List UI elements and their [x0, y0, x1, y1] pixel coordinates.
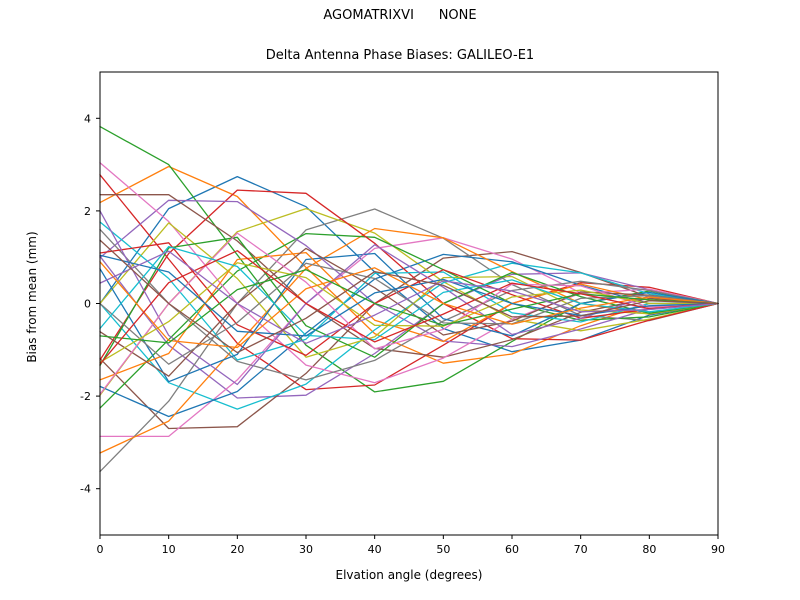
series-line	[99, 174, 719, 391]
x-tick-label: 90	[711, 543, 725, 556]
series-line	[99, 262, 719, 410]
series-line	[99, 194, 719, 358]
series-line	[99, 199, 719, 348]
series-line	[99, 261, 719, 349]
series-line	[99, 189, 719, 361]
y-tick-label: -2	[80, 390, 91, 403]
x-tick-label: 60	[505, 543, 519, 556]
x-axis-label: Elvation angle (degrees)	[335, 568, 483, 582]
series-line	[99, 269, 719, 344]
figure-suptitle: AGOMATRIXVI NONE	[323, 8, 477, 23]
series-line	[99, 239, 719, 354]
y-tick-label: 0	[84, 298, 91, 311]
x-tick-label: 50	[436, 543, 450, 556]
x-tick-label: 20	[230, 543, 244, 556]
x-tick-label: 10	[162, 543, 176, 556]
x-tick-label: 40	[368, 543, 382, 556]
x-tick-label: 70	[574, 543, 588, 556]
series-line	[99, 250, 719, 365]
series-line	[99, 222, 719, 358]
x-tick-label: 80	[642, 543, 656, 556]
y-tick-label: 2	[84, 205, 91, 218]
series-line	[99, 221, 719, 361]
series-line	[99, 236, 719, 367]
series-line	[99, 165, 719, 364]
series-line	[99, 247, 719, 377]
series-line	[99, 237, 719, 438]
y-tick-label: -4	[80, 483, 91, 496]
y-axis-label: Bias from mean (mm)	[25, 231, 39, 363]
series-line	[99, 250, 719, 430]
x-tick-label: 0	[97, 543, 104, 556]
x-tick-label: 30	[299, 543, 313, 556]
series-line	[99, 228, 719, 381]
series-line	[99, 162, 719, 384]
series-line	[99, 250, 719, 344]
series-line	[99, 245, 719, 341]
chart-title: Delta Antenna Phase Biases: GALILEO-E1	[265, 48, 535, 63]
y-tick-label: 4	[84, 112, 91, 125]
